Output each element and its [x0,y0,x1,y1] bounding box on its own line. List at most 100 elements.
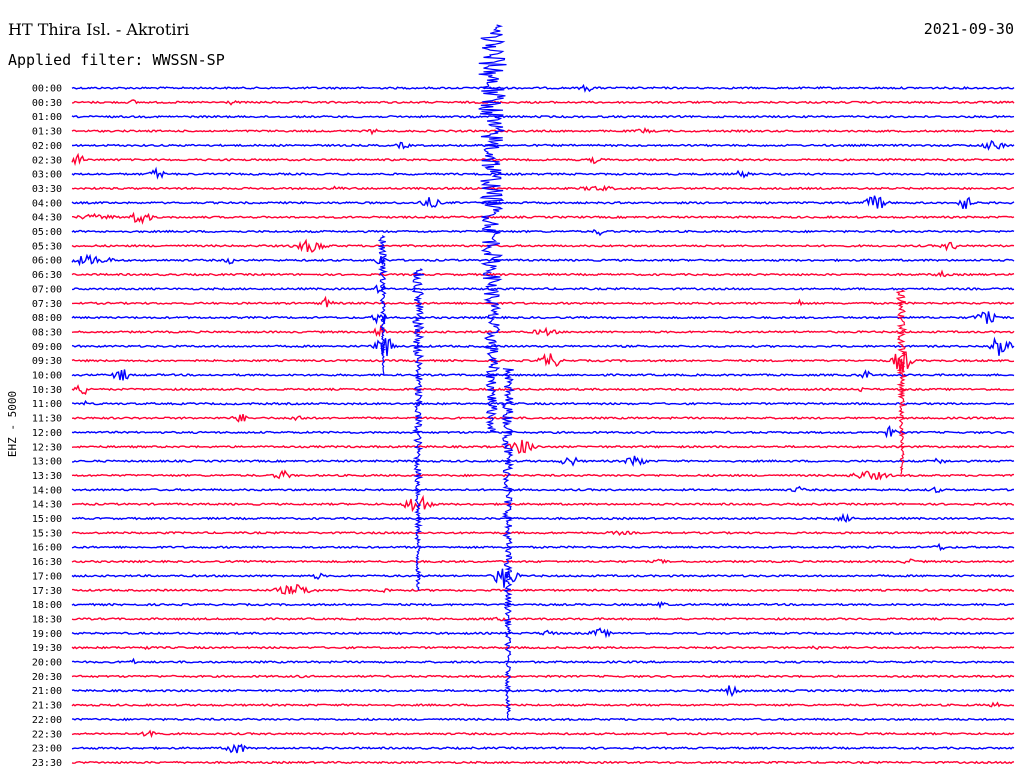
row-time-label: 18:30 [32,614,62,625]
row-time-label: 23:00 [32,744,62,755]
row-time-label: 21:00 [32,686,62,697]
row-time-label: 06:30 [32,270,62,281]
trace-row [72,140,1015,151]
trace-row [71,351,1015,373]
trace-row [71,424,1015,439]
row-time-label: 15:00 [32,514,62,525]
row-time-label: 16:00 [32,543,62,554]
trace-row [71,83,1015,93]
row-time-label: 07:00 [32,284,62,295]
trace-row [72,455,1015,468]
row-time-label: 17:00 [32,571,62,582]
row-time-label: 21:30 [32,701,62,712]
trace-row [71,127,1015,136]
trace-row [71,238,1015,253]
row-time-label: 19:00 [32,629,62,640]
trace-row [72,494,1015,513]
trace-row [71,253,1015,267]
trace-row [71,674,1015,679]
trace-row [71,414,1015,423]
trace-row [72,583,1015,595]
trace-row [71,627,1015,639]
trace-row [71,369,1015,381]
event-trace [411,268,426,591]
trace-row [71,760,1015,765]
row-time-label: 14:00 [32,485,62,496]
row-time-label: 20:30 [32,672,62,683]
filter-label: Applied filter: WWSSN-SP [8,51,225,69]
trace-row [71,729,1015,739]
row-time-label: 14:30 [32,500,62,511]
row-time-label: 07:30 [32,299,62,310]
row-time-label: 01:30 [32,127,62,138]
row-time-label: 02:30 [32,155,62,166]
trace-row [71,166,1015,180]
trace-row [71,512,1015,524]
trace-row [71,743,1015,754]
row-time-label: 10:00 [32,371,62,382]
row-time-label: 00:30 [32,98,62,109]
trace-row [71,99,1015,106]
row-time-label: 01:00 [32,112,62,123]
row-time-label: 15:30 [32,528,62,539]
trace-row [71,717,1015,722]
row-time-label: 03:30 [32,184,62,195]
row-time-label: 22:30 [32,729,62,740]
trace-row [71,114,1015,119]
row-time-label: 11:30 [32,414,62,425]
trace-row [71,645,1015,651]
date-label: 2021-09-30 [923,20,1014,38]
row-time-label: 04:00 [32,198,62,209]
row-time-label: 04:30 [32,213,62,224]
trace-row [71,616,1015,622]
row-time-label: 05:30 [32,241,62,252]
row-time-label: 09:00 [32,342,62,353]
trace-row [71,229,1015,237]
row-time-label: 11:00 [32,399,62,410]
row-time-label: 06:00 [32,256,62,267]
row-time-label: 09:30 [32,356,62,367]
row-time-label: 23:30 [32,758,62,769]
trace-row [72,295,1015,308]
trace-row [71,469,1014,481]
y-axis-label: EHZ - 5000 [6,391,19,457]
trace-row [71,336,1015,357]
row-time-label: 12:00 [32,428,62,439]
trace-row [72,284,1015,295]
row-time-label: 19:30 [32,643,62,654]
trace-row [71,600,1015,609]
trace-row [71,542,1015,552]
row-time-label: 17:30 [32,586,62,597]
trace-row [71,325,1015,338]
trace-row [71,657,1015,665]
row-time-label: 12:30 [32,442,62,453]
trace-row [72,211,1015,225]
trace-row [71,384,1015,396]
trace-row [71,439,1015,455]
trace-row [71,701,1015,708]
trace-row [71,485,1014,494]
row-time-label: 10:30 [32,385,62,396]
row-time-label: 08:30 [32,327,62,338]
row-time-label: 13:30 [32,471,62,482]
row-time-label: 02:00 [32,141,62,152]
trace-row [71,195,1015,209]
row-time-label: 20:00 [32,658,62,669]
event-trace [895,289,908,475]
trace-row [71,568,1015,588]
station-title: HT Thira Isl. - Akrotiri [8,20,190,39]
trace-row [71,269,1015,278]
trace-row [71,558,1015,565]
trace-row [71,184,1014,192]
trace-rows: 00:00 00:30 01:00 01:30 02:00 02:30 03:00 03:30… [32,24,1015,769]
row-time-label: 03:00 [32,170,62,181]
row-time-label: 05:00 [32,227,62,238]
row-time-label: 00:00 [32,84,62,95]
row-time-label: 13:00 [32,457,62,468]
trace-row [71,311,1015,325]
trace-row [71,399,1015,406]
event-trace [377,235,388,375]
trace-row [71,685,1015,698]
trace-row [71,530,1015,536]
row-time-label: 22:00 [32,715,62,726]
